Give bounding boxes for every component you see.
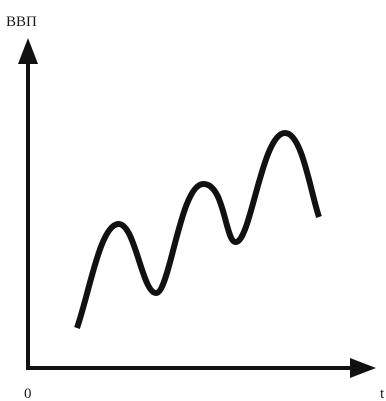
y-axis-label: ВВП <box>6 14 37 30</box>
x-axis-arrow <box>350 358 376 378</box>
y-axis-arrow <box>18 38 38 64</box>
gdp-line <box>74 130 322 329</box>
origin-label: 0 <box>24 386 32 401</box>
x-axis-label: t <box>380 386 385 401</box>
